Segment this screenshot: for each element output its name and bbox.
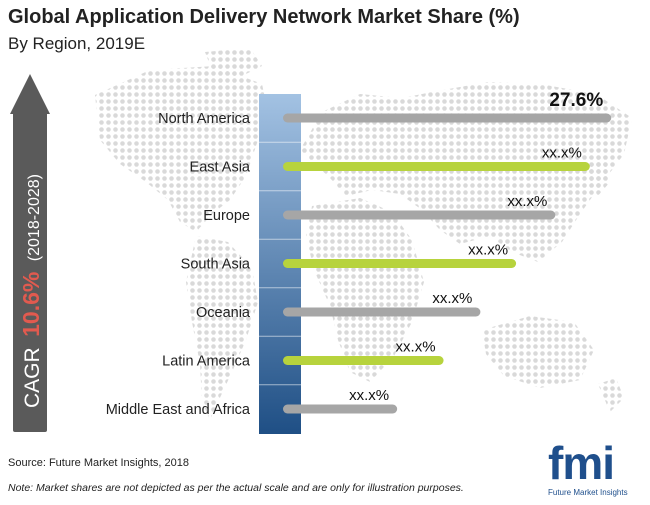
category-labels: North America East Asia Europe South Asia Oc… — [106, 111, 251, 418]
value-label: xx.x% — [396, 339, 436, 356]
category-label: Europe — [203, 208, 250, 224]
bar — [283, 404, 398, 414]
fmi-logo: fmi Future Market Insights — [548, 440, 648, 500]
bars — [283, 113, 612, 414]
value-label: xx.x% — [349, 387, 389, 404]
category-label: Latin America — [162, 354, 251, 370]
bar — [283, 307, 481, 317]
bar — [283, 210, 556, 220]
category-label: Middle East and Africa — [106, 402, 251, 418]
category-label: South Asia — [181, 257, 251, 273]
chart-title: Global Application Delivery Network Mark… — [8, 6, 520, 28]
value-labels: 27.6% xx.x% xx.x% xx.x% xx.x% xx.x% xx.x% — [349, 90, 603, 404]
strip-dividers — [259, 141, 301, 386]
cagr-prefix: CAGR — [21, 347, 44, 408]
bar — [283, 356, 444, 365]
value-label: xx.x% — [542, 145, 582, 162]
bar — [283, 259, 517, 268]
logo-subtext: Future Market Insights — [548, 488, 628, 497]
category-label: East Asia — [190, 160, 251, 176]
category-label: Oceania — [196, 305, 251, 321]
svg-text:CAGR 10.6% (2018-2028): CAGR 10.6% (2018-2028) — [18, 174, 44, 408]
value-label: 27.6% — [549, 90, 603, 111]
scale-disclaimer: Note: Market shares are not depicted as … — [8, 482, 464, 494]
bar — [283, 113, 612, 123]
category-label: North America — [158, 111, 251, 127]
source-note: Source: Future Market Insights, 2018 — [8, 457, 189, 469]
chart-subtitle: By Region, 2019E — [8, 34, 146, 53]
bar — [283, 162, 590, 171]
cagr-period: (2018-2028) — [26, 174, 43, 261]
cagr-arrow — [10, 74, 50, 432]
value-label: xx.x% — [432, 290, 472, 307]
logo-text: fmi — [548, 437, 615, 489]
value-label: xx.x% — [468, 242, 508, 259]
cagr-value: 10.6% — [18, 272, 44, 337]
value-label: xx.x% — [507, 193, 547, 210]
